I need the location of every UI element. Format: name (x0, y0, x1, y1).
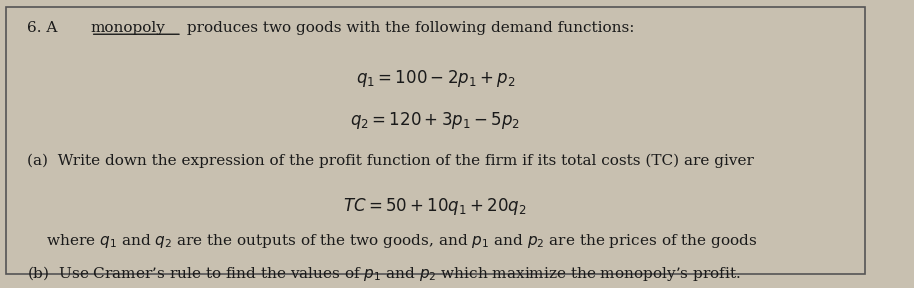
Text: produces two goods with the following demand functions:: produces two goods with the following de… (182, 21, 634, 35)
Text: (a)  Write down the expression of the profit function of the firm if its total c: (a) Write down the expression of the pro… (27, 153, 754, 168)
Text: 6. A: 6. A (27, 21, 63, 35)
Text: $q_2 = 120 + 3p_1 - 5p_2$: $q_2 = 120 + 3p_1 - 5p_2$ (350, 110, 520, 131)
Text: (b)  Use Cramer’s rule to find the values of $p_1$ and $p_2$ which maximize the : (b) Use Cramer’s rule to find the values… (27, 264, 741, 283)
Text: $TC = 50 + 10q_1 + 20q_2$: $TC = 50 + 10q_1 + 20q_2$ (344, 196, 527, 217)
Text: monopoly: monopoly (90, 21, 165, 35)
Text: $q_1 = 100 - 2p_1 + p_2$: $q_1 = 100 - 2p_1 + p_2$ (356, 68, 515, 89)
Text: where $q_1$ and $q_2$ are the outputs of the two goods, and $p_1$ and $p_2$ are : where $q_1$ and $q_2$ are the outputs of… (27, 232, 758, 251)
FancyBboxPatch shape (5, 7, 865, 274)
